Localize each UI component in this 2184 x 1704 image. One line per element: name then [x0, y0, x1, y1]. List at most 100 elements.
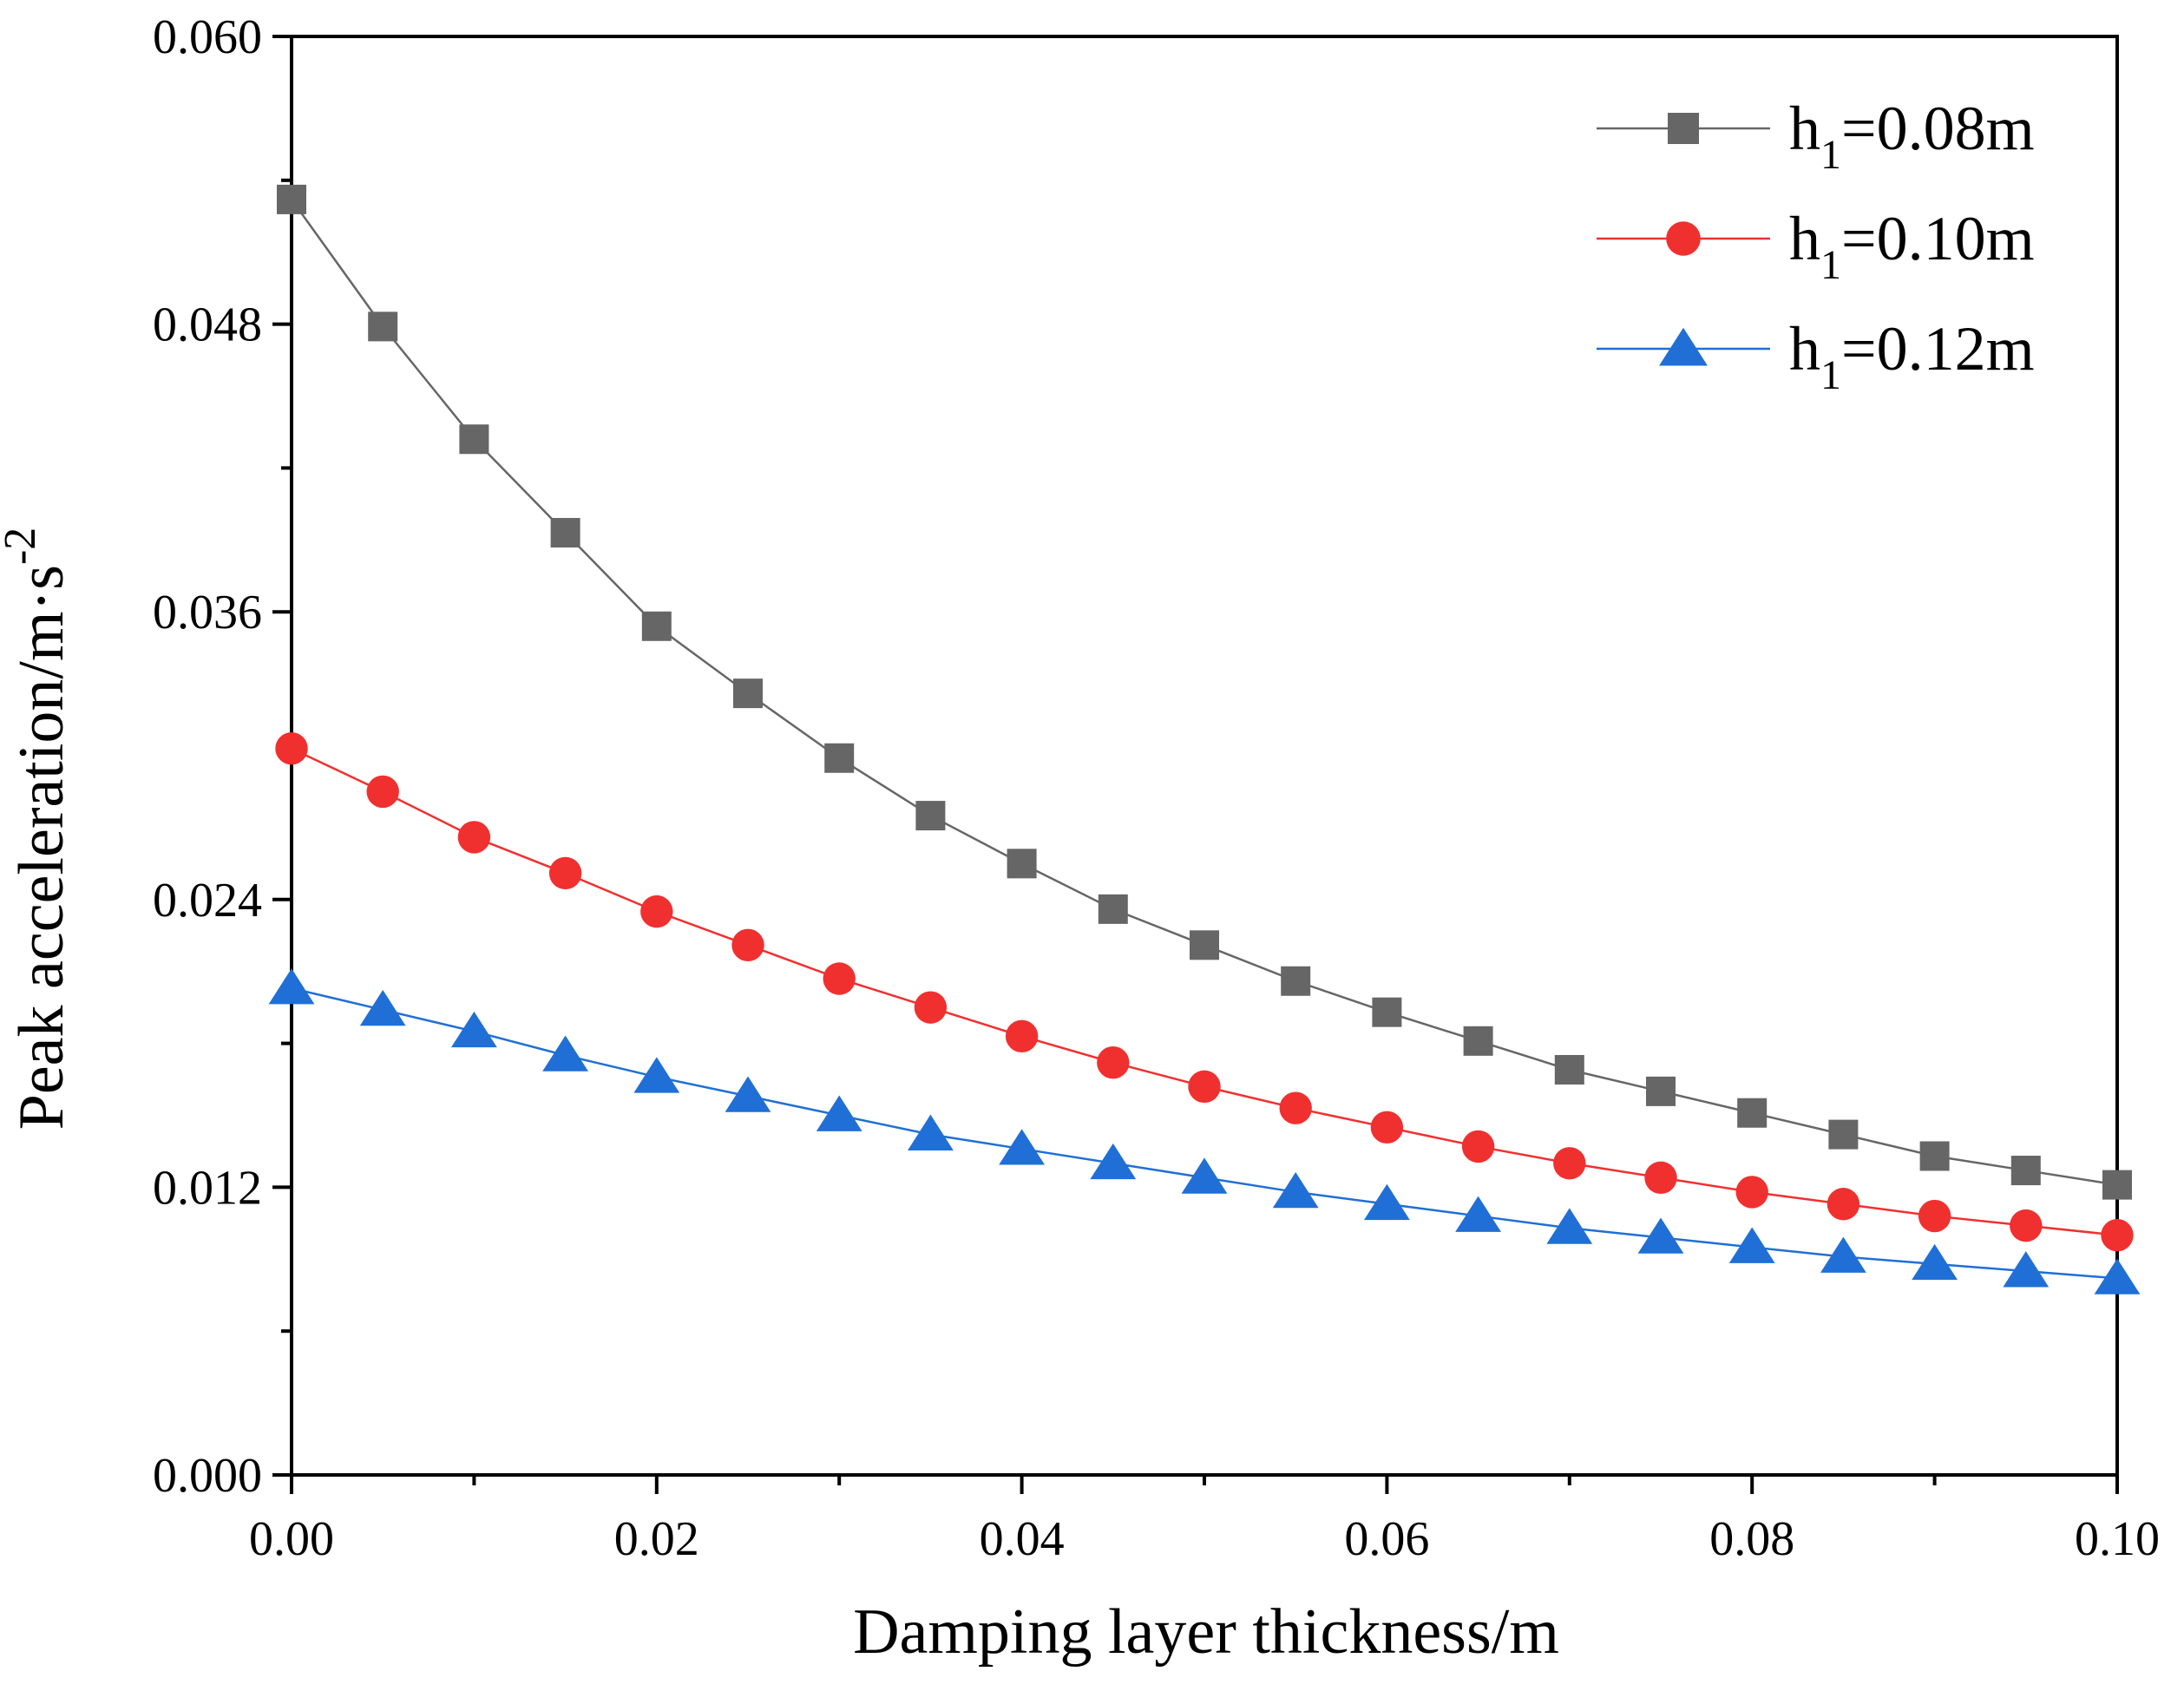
legend-item-2: h1=0.10m: [1597, 204, 2035, 288]
data-point: [1919, 1141, 1950, 1171]
data-point: [1735, 1176, 1768, 1209]
legend-item-3: h1=0.12m: [1597, 314, 2035, 398]
data-point: [1455, 1196, 1501, 1232]
data-point: [2094, 1258, 2141, 1294]
legend-marker: [1659, 327, 1708, 366]
data-point: [548, 856, 582, 890]
data-point: [1188, 1070, 1221, 1104]
x-tick-label: 0.00: [249, 1512, 334, 1566]
data-point: [1737, 1098, 1768, 1128]
x-axis-title: Damping layer thickness/m: [853, 1596, 1559, 1668]
data-point: [1279, 1091, 1312, 1124]
data-point: [1364, 1183, 1410, 1221]
data-point: [1090, 1143, 1137, 1180]
x-tick-label: 0.08: [1709, 1512, 1794, 1566]
data-point: [914, 991, 948, 1024]
axes: 0.00 0.02 0.04 0.06 0.08 0.10 0.000 0.012 0.024 0…: [153, 10, 2160, 1566]
series-1: [277, 184, 2132, 1200]
data-point: [1007, 849, 1037, 879]
data-point: [366, 775, 399, 809]
data-point: [1005, 1019, 1039, 1053]
data-point: [2010, 1209, 2043, 1242]
data-point: [731, 928, 764, 962]
data-point: [915, 801, 946, 831]
data-point: [1554, 1054, 1584, 1085]
data-point: [550, 518, 580, 548]
y-axis-title-superscript: -2: [0, 528, 45, 565]
data-point: [359, 989, 406, 1026]
data-point: [725, 1076, 771, 1112]
data-point: [1918, 1199, 1951, 1233]
y-tick-label: 0.000: [153, 1449, 262, 1503]
data-point: [275, 732, 308, 765]
x-tick-label: 0.02: [614, 1512, 699, 1566]
data-point: [1553, 1147, 1586, 1180]
y-axis-title-main: Peak acceleration/m·s: [6, 565, 77, 1130]
data-point: [277, 184, 306, 214]
legend-label-subscript: 1: [1820, 132, 1841, 178]
legend-label-main: h: [1789, 94, 1820, 163]
data-point: [1644, 1161, 1677, 1195]
y-tick-label: 0.036: [153, 586, 262, 639]
data-point: [640, 895, 673, 928]
data-point: [1637, 1217, 1684, 1254]
y-axis-title-group: Peak acceleration/m·s-2: [0, 528, 77, 1131]
data-point: [268, 968, 315, 1005]
data-point: [633, 1057, 680, 1093]
data-point: [1098, 894, 1128, 924]
series-layer: [268, 184, 2141, 1294]
data-point: [1272, 1171, 1319, 1209]
data-point: [1912, 1243, 1958, 1281]
data-point: [1546, 1208, 1593, 1244]
data-point: [733, 678, 763, 709]
legend-label-subscript: 1: [1820, 352, 1841, 398]
data-point: [1820, 1236, 1866, 1273]
data-point: [1372, 997, 1402, 1027]
legend-label: h1=0.08m: [1789, 94, 2035, 178]
legend-marker: [1668, 113, 1699, 144]
legend-label-rest: =0.10m: [1841, 204, 2035, 273]
y-tick-label: 0.048: [153, 298, 262, 352]
legend-label: h1=0.12m: [1789, 314, 2035, 398]
data-point: [1728, 1227, 1775, 1263]
data-point: [2010, 1156, 2041, 1186]
data-point: [823, 962, 856, 995]
y-tick-label: 0.024: [153, 874, 262, 927]
legend-marker: [1666, 221, 1701, 256]
legend-label-subscript: 1: [1820, 242, 1841, 288]
data-point: [2003, 1251, 2050, 1288]
data-point: [1646, 1076, 1676, 1106]
data-point: [908, 1114, 954, 1150]
data-point: [2101, 1218, 2134, 1252]
data-point: [1181, 1157, 1228, 1194]
data-point: [1461, 1130, 1495, 1163]
legend-label-rest: =0.12m: [1841, 314, 2035, 383]
series-3: [268, 968, 2141, 1294]
legend-item-1: h1=0.08m: [1597, 94, 2035, 178]
data-point: [542, 1035, 588, 1072]
data-point: [816, 1095, 862, 1131]
legend-label-main: h: [1789, 314, 1820, 383]
data-point: [459, 424, 489, 455]
data-point: [1370, 1111, 1404, 1144]
x-tick-label: 0.10: [2075, 1512, 2160, 1566]
data-point: [451, 1011, 497, 1048]
data-point: [824, 743, 855, 773]
data-point: [1281, 966, 1311, 996]
data-point: [641, 611, 672, 641]
data-point: [999, 1129, 1045, 1165]
data-point: [368, 311, 398, 342]
data-point: [1463, 1026, 1493, 1056]
data-point: [2102, 1170, 2132, 1200]
x-tick-label: 0.06: [1344, 1512, 1429, 1566]
series-2: [275, 732, 2134, 1252]
data-point: [1190, 930, 1219, 960]
y-tick-label: 0.060: [153, 10, 262, 64]
legend-label: h1=0.10m: [1789, 204, 2035, 288]
x-tick-label: 0.04: [980, 1512, 1065, 1566]
legend-label-main: h: [1789, 204, 1820, 273]
y-tick-label: 0.012: [153, 1161, 262, 1215]
legend-label-rest: =0.08m: [1841, 94, 2035, 163]
